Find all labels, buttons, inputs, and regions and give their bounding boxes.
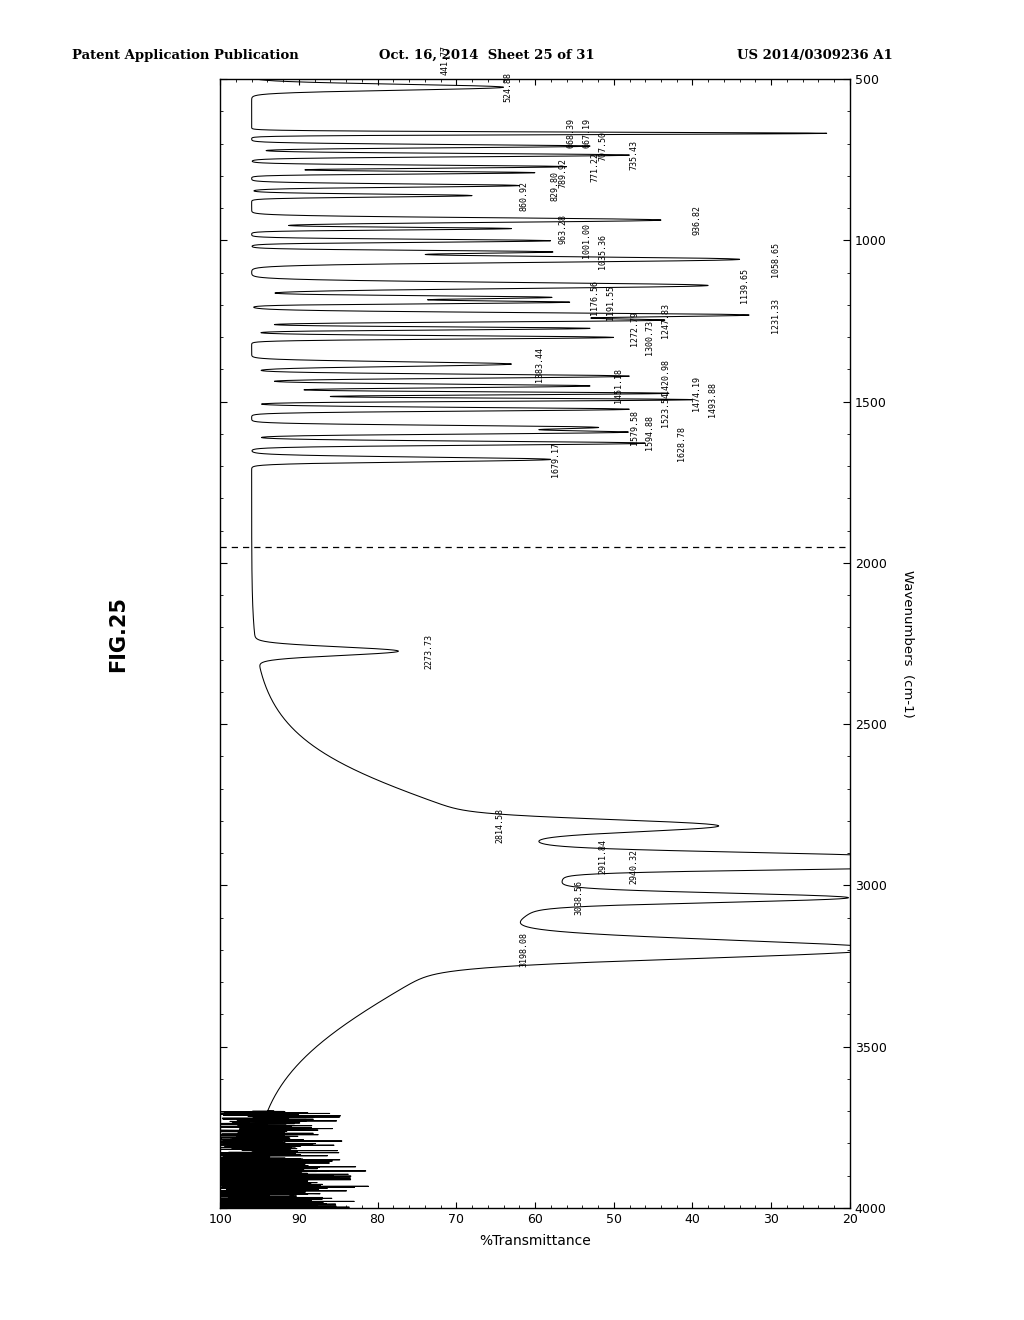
- Text: 735.43: 735.43: [630, 140, 639, 170]
- Text: 1272.79: 1272.79: [630, 312, 639, 346]
- Text: 771.22: 771.22: [590, 152, 599, 182]
- Text: 524.88: 524.88: [504, 73, 513, 102]
- Text: 1139.65: 1139.65: [739, 268, 749, 304]
- Text: 1451.18: 1451.18: [613, 368, 623, 404]
- Text: 1231.33: 1231.33: [771, 297, 780, 333]
- X-axis label: %Transmittance: %Transmittance: [479, 1234, 591, 1247]
- Text: Patent Application Publication: Patent Application Publication: [72, 49, 298, 62]
- Text: 1300.73: 1300.73: [645, 319, 654, 355]
- Text: 1493.88: 1493.88: [709, 383, 717, 417]
- Text: 1035.36: 1035.36: [598, 235, 607, 269]
- Text: 2814.58: 2814.58: [496, 808, 505, 843]
- Text: 1247.83: 1247.83: [662, 302, 670, 338]
- Text: 1474.19: 1474.19: [692, 376, 701, 411]
- Text: 3038.56: 3038.56: [574, 880, 584, 915]
- Text: 1058.65: 1058.65: [771, 242, 780, 277]
- Text: 2940.32: 2940.32: [630, 849, 639, 883]
- Text: 1420.98: 1420.98: [662, 359, 670, 393]
- Text: 2911.84: 2911.84: [598, 840, 607, 874]
- Text: 441.77: 441.77: [440, 45, 450, 75]
- Text: Oct. 16, 2014  Sheet 25 of 31: Oct. 16, 2014 Sheet 25 of 31: [379, 49, 595, 62]
- Text: 1383.44: 1383.44: [535, 347, 544, 381]
- Text: 668.39: 668.39: [566, 119, 575, 148]
- Text: 1679.17: 1679.17: [551, 442, 560, 477]
- Text: 789.92: 789.92: [559, 157, 567, 187]
- Text: 1579.58: 1579.58: [630, 409, 639, 445]
- Text: 1001.00: 1001.00: [583, 223, 591, 259]
- Y-axis label: Wavenumbers  (cm-1): Wavenumbers (cm-1): [900, 570, 913, 717]
- Text: 829.80: 829.80: [551, 170, 560, 201]
- Text: 1191.55: 1191.55: [606, 285, 614, 319]
- Text: 2273.73: 2273.73: [425, 634, 434, 669]
- Text: 860.92: 860.92: [519, 181, 528, 211]
- Text: 707.50: 707.50: [598, 131, 607, 161]
- Text: 963.28: 963.28: [559, 214, 567, 244]
- Text: 667.19: 667.19: [583, 117, 591, 148]
- Text: 936.82: 936.82: [692, 205, 701, 235]
- Text: 1594.88: 1594.88: [645, 414, 654, 450]
- Text: FIG.25: FIG.25: [108, 595, 128, 672]
- Text: 3198.08: 3198.08: [519, 932, 528, 966]
- Text: 1628.78: 1628.78: [677, 425, 686, 461]
- Text: US 2014/0309236 A1: US 2014/0309236 A1: [737, 49, 893, 62]
- Text: 1176.56: 1176.56: [590, 280, 599, 315]
- Text: 1523.54: 1523.54: [662, 392, 670, 426]
